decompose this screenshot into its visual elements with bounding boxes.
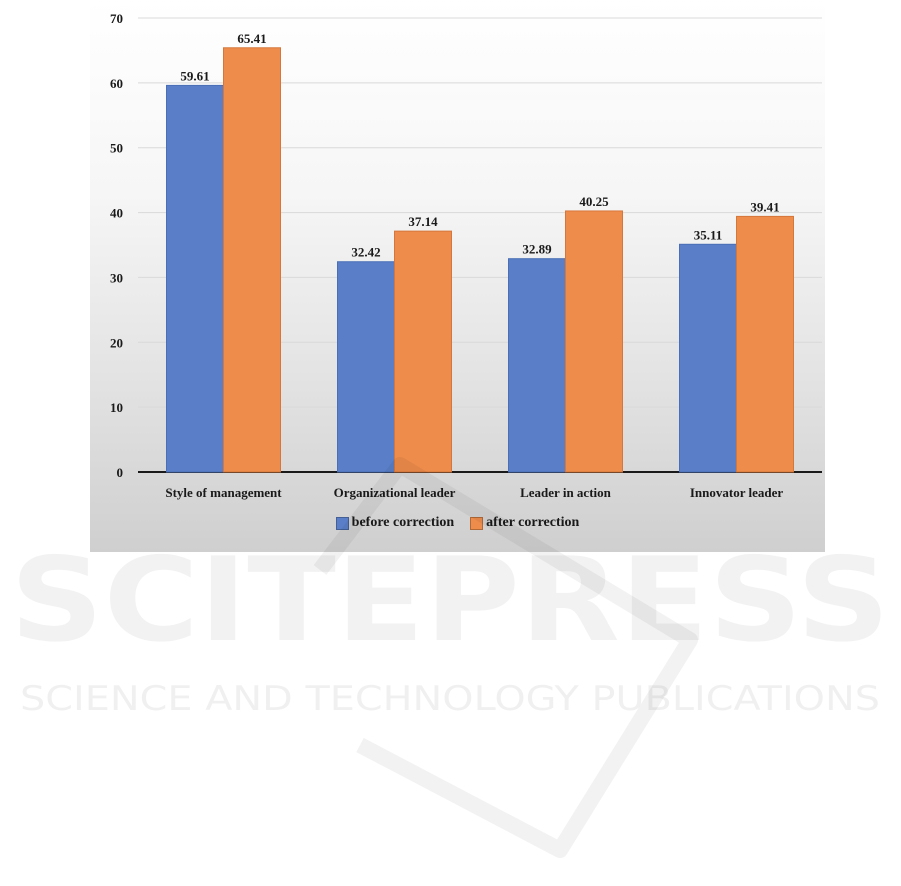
y-tick-label: 70 [110,11,123,26]
legend-item: before correction [335,515,455,531]
bar-before-correction [166,84,224,473]
y-tick-label: 10 [110,400,123,415]
legend-label: before correction [351,515,455,530]
legend-label: after correction [486,515,580,530]
y-tick-label: 0 [117,465,124,480]
data-label: 40.25 [579,194,609,209]
bar-chart: 0 10 20 30 40 50 60 70 59.61 65.41 Style of manage… [110,11,822,500]
bar-after-correction [565,210,623,473]
bar-before-correction [508,258,566,473]
x-tick-label: Leader in action [520,485,612,500]
x-tick-label: Organizational leader [334,485,456,500]
bar-before-correction [679,243,737,473]
watermark-wordmark: SCITEPRESS [10,533,890,668]
data-label: 32.89 [522,242,552,257]
bar-after-correction [223,47,281,473]
x-tick-label: Style of management [165,485,282,500]
y-tick-label: 40 [110,206,123,221]
chart-panel: 0 10 20 30 40 50 60 70 59.61 65.41 Style of manage… [90,0,825,552]
data-label: 65.41 [237,31,266,46]
data-label: 39.41 [750,199,779,214]
legend-swatch [470,516,484,530]
legend-swatch [335,516,349,530]
watermark-tagline: SCIENCE AND TECHNOLOGY PUBLICATIONS [20,679,880,719]
x-tick-label: Innovator leader [690,485,784,500]
bar-after-correction [394,230,452,473]
data-label: 35.11 [694,227,723,242]
data-label: 37.14 [408,214,438,229]
y-tick-label: 60 [110,76,123,91]
y-tick-label: 50 [110,141,123,156]
bar-before-correction [337,261,395,473]
y-tick-label: 20 [110,335,123,350]
data-label: 32.42 [351,245,380,260]
y-tick-label: 30 [110,270,123,285]
data-label: 59.61 [180,68,209,83]
legend-item: after correction [470,515,579,531]
legend: before correction after correction [90,515,825,535]
bar-after-correction [736,215,794,473]
